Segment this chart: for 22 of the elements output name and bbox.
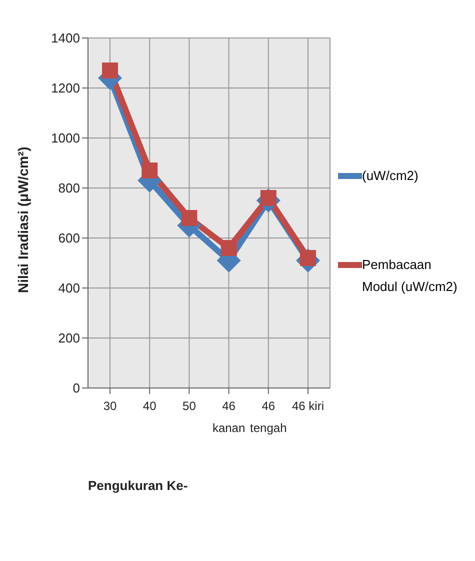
point: [102, 62, 118, 78]
x-tick-label: 46 tengah: [250, 399, 287, 435]
x-tick-label: 30: [103, 399, 117, 413]
x-tick-label: 46 kanan: [212, 399, 246, 435]
point: [181, 210, 198, 226]
y-tick-label: 0: [72, 380, 80, 396]
x-axis-title: Pengukuran Ke-: [88, 478, 188, 493]
point: [220, 240, 237, 256]
y-tick-label: 1200: [51, 80, 80, 96]
y-tick-label: 600: [58, 230, 80, 246]
y-tick-label: 1400: [51, 30, 80, 46]
y-tick-label: 1000: [51, 130, 80, 146]
y-tick-label: 800: [58, 180, 80, 196]
x-tick-label: 40: [142, 399, 157, 413]
y-tick-label: 200: [58, 330, 80, 346]
legend-label: Pembacaan Modul (uW/cm2): [362, 256, 458, 296]
legend-label: (uW/cm2): [362, 167, 418, 185]
x-tick-label: 46 kiri: [292, 399, 324, 413]
x-tick-label: 50: [182, 399, 196, 413]
y-tick-label: 400: [58, 280, 80, 296]
point: [142, 162, 158, 178]
y-axis-title: Nilai Iradiasi (μW/cm²): [14, 146, 31, 293]
